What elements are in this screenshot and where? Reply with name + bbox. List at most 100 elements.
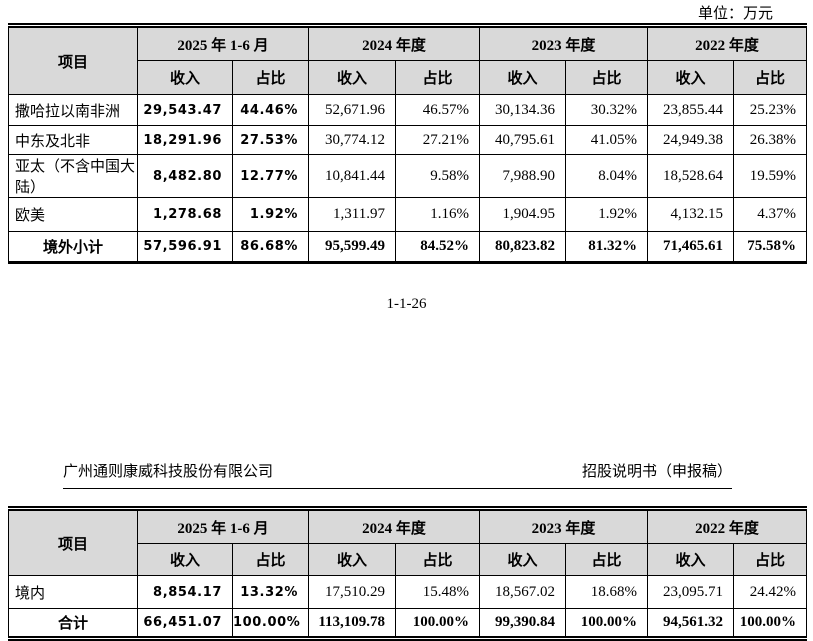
ratio-cell: 18.68% xyxy=(565,575,649,609)
row-label: 合计 xyxy=(8,608,138,641)
revenue-cell: 94,561.32 xyxy=(647,608,735,641)
revenue-cell: 18,528.64 xyxy=(647,154,735,198)
ratio-cell: 4.37% xyxy=(733,197,808,232)
overseas-revenue-table: 项目 2025 年 1-6 月 2024 年度 2023 年度 2022 年度 … xyxy=(8,23,808,264)
revenue-cell: 57,596.91 xyxy=(137,231,233,264)
ratio-cell: 15.48% xyxy=(394,575,481,609)
revenue-cell: 24,949.38 xyxy=(647,125,735,155)
ratio-cell: 24.42% xyxy=(733,575,808,609)
revenue-cell: 71,465.61 xyxy=(647,231,735,264)
table-row: 亚太（不含中国大陆） 8,482.80 12.77% 10,841.44 9.5… xyxy=(8,154,808,198)
ratio-cell: 100.00% xyxy=(394,608,481,641)
period-header-2024: 2024 年度 xyxy=(307,506,481,544)
ratio-cell: 13.32% xyxy=(232,575,309,609)
income-subheader: 收入 xyxy=(308,60,396,95)
ratio-subheader: 占比 xyxy=(394,60,481,95)
ratio-cell: 46.57% xyxy=(394,94,481,126)
ratio-cell: 1.92% xyxy=(232,197,309,232)
ratio-subheader: 占比 xyxy=(232,60,309,95)
ratio-cell: 86.68% xyxy=(232,231,309,264)
domestic-total-revenue-table: 项目 2025 年 1-6 月 2024 年度 2023 年度 2022 年度 … xyxy=(8,506,808,641)
ratio-cell: 84.52% xyxy=(394,231,481,264)
revenue-cell: 1,904.95 xyxy=(479,197,567,232)
item-column-header: 项目 xyxy=(8,23,138,95)
revenue-cell: 23,095.71 xyxy=(647,575,735,609)
income-subheader: 收入 xyxy=(137,543,233,576)
revenue-cell: 10,841.44 xyxy=(308,154,396,198)
ratio-subheader: 占比 xyxy=(733,543,808,576)
ratio-subheader: 占比 xyxy=(232,543,309,576)
income-subheader: 收入 xyxy=(479,543,567,576)
revenue-cell: 40,795.61 xyxy=(479,125,567,155)
ratio-cell: 100.00% xyxy=(733,608,808,641)
income-subheader: 收入 xyxy=(647,60,735,95)
ratio-cell: 26.38% xyxy=(733,125,808,155)
income-subheader: 收入 xyxy=(479,60,567,95)
revenue-cell: 66,451.07 xyxy=(137,608,233,641)
period-header-2025: 2025 年 1-6 月 xyxy=(137,23,309,61)
revenue-cell: 8,854.17 xyxy=(137,575,233,609)
period-header-2023: 2023 年度 xyxy=(479,23,649,61)
ratio-cell: 9.58% xyxy=(394,154,481,198)
item-column-header: 项目 xyxy=(8,506,138,576)
total-row: 合计 66,451.07 100.00% 113,109.78 100.00% … xyxy=(8,608,808,641)
document-title: 招股说明书（申报稿） xyxy=(581,464,732,480)
table-row: 欧美 1,278.68 1.92% 1,311.97 1.16% 1,904.9… xyxy=(8,197,808,232)
ratio-subheader: 占比 xyxy=(733,60,808,95)
revenue-cell: 4,132.15 xyxy=(647,197,735,232)
subtotal-row: 境外小计 57,596.91 86.68% 95,599.49 84.52% 8… xyxy=(8,231,808,264)
revenue-cell: 52,671.96 xyxy=(308,94,396,126)
ratio-cell: 8.04% xyxy=(565,154,649,198)
revenue-cell: 1,311.97 xyxy=(308,197,396,232)
table-row: 撒哈拉以南非洲 29,543.47 44.46% 52,671.96 46.57… xyxy=(8,94,808,126)
table-row: 中东及北非 18,291.96 27.53% 30,774.12 27.21% … xyxy=(8,125,808,155)
ratio-subheader: 占比 xyxy=(394,543,481,576)
ratio-subheader: 占比 xyxy=(565,60,649,95)
row-label: 境内 xyxy=(8,575,138,609)
row-label: 境外小计 xyxy=(8,231,138,264)
income-subheader: 收入 xyxy=(308,543,396,576)
revenue-cell: 99,390.84 xyxy=(479,608,567,641)
ratio-cell: 75.58% xyxy=(733,231,808,264)
period-header-2025: 2025 年 1-6 月 xyxy=(137,506,309,544)
revenue-cell: 17,510.29 xyxy=(308,575,396,609)
revenue-cell: 23,855.44 xyxy=(647,94,735,126)
row-label: 撒哈拉以南非洲 xyxy=(8,94,138,126)
row-label: 亚太（不含中国大陆） xyxy=(8,154,138,198)
ratio-cell: 12.77% xyxy=(232,154,309,198)
ratio-cell: 25.23% xyxy=(733,94,808,126)
table-row: 境内 8,854.17 13.32% 17,510.29 15.48% 18,5… xyxy=(8,575,808,609)
ratio-cell: 19.59% xyxy=(733,154,808,198)
revenue-cell: 18,291.96 xyxy=(137,125,233,155)
income-subheader: 收入 xyxy=(647,543,735,576)
period-header-2022: 2022 年度 xyxy=(647,506,808,544)
ratio-cell: 81.32% xyxy=(565,231,649,264)
ratio-cell: 44.46% xyxy=(232,94,309,126)
row-label: 中东及北非 xyxy=(8,125,138,155)
revenue-cell: 113,109.78 xyxy=(308,608,396,641)
ratio-cell: 27.53% xyxy=(232,125,309,155)
ratio-cell: 27.21% xyxy=(394,125,481,155)
revenue-cell: 29,543.47 xyxy=(137,94,233,126)
ratio-cell: 1.92% xyxy=(565,197,649,232)
revenue-cell: 18,567.02 xyxy=(479,575,567,609)
revenue-cell: 30,134.36 xyxy=(479,94,567,126)
revenue-cell: 7,988.90 xyxy=(479,154,567,198)
row-label: 欧美 xyxy=(8,197,138,232)
ratio-cell: 30.32% xyxy=(565,94,649,126)
revenue-cell: 95,599.49 xyxy=(308,231,396,264)
ratio-subheader: 占比 xyxy=(565,543,649,576)
ratio-cell: 100.00% xyxy=(565,608,649,641)
revenue-cell: 1,278.68 xyxy=(137,197,233,232)
page-number: 1-1-26 xyxy=(386,296,427,312)
period-header-2023: 2023 年度 xyxy=(479,506,649,544)
unit-label: 单位：万元 xyxy=(697,6,773,22)
revenue-cell: 8,482.80 xyxy=(137,154,233,198)
income-subheader: 收入 xyxy=(137,60,233,95)
period-header-2022: 2022 年度 xyxy=(647,23,808,61)
company-name: 广州通则康威科技股份有限公司 xyxy=(63,464,274,480)
revenue-cell: 80,823.82 xyxy=(479,231,567,264)
period-header-2024: 2024 年度 xyxy=(307,23,481,61)
ratio-cell: 41.05% xyxy=(565,125,649,155)
ratio-cell: 100.00% xyxy=(232,608,309,641)
